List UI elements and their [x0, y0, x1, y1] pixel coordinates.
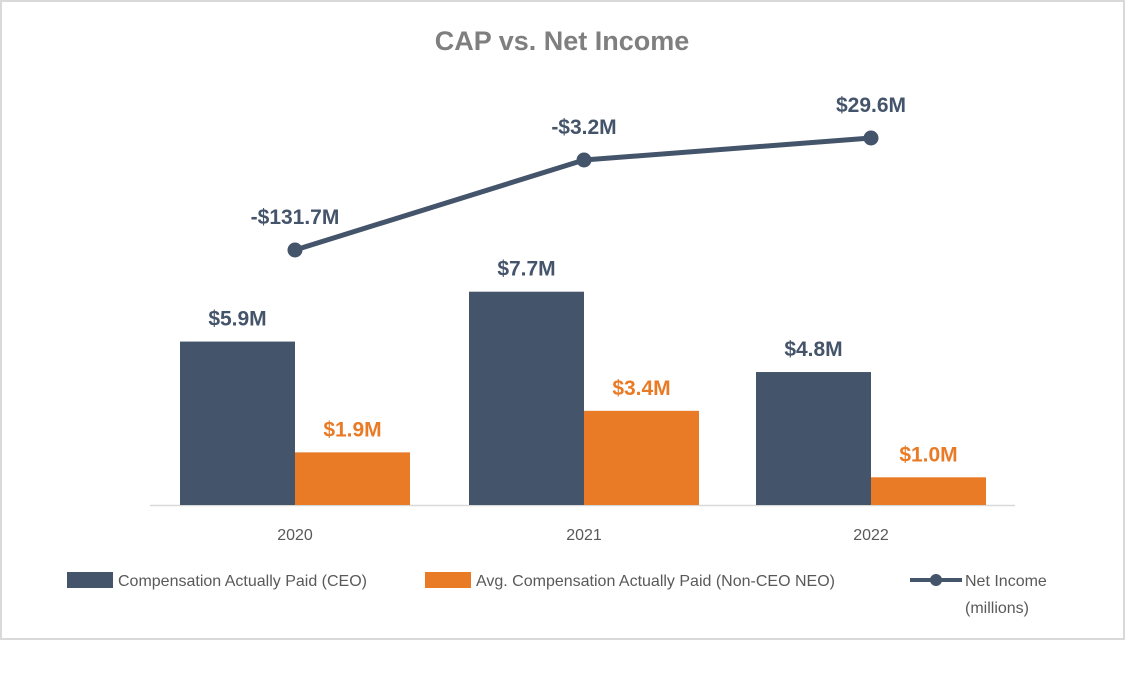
data-label-net-income-2022: $29.6M [836, 94, 906, 117]
chart-title: CAP vs. Net Income [435, 26, 690, 56]
legend-marker-net-income [930, 574, 942, 586]
bar-ceo-2021 [469, 291, 584, 505]
legend: Compensation Actually Paid (CEO) Avg. Co… [67, 572, 1047, 617]
net-income-point-2021 [576, 152, 592, 168]
data-label-net-income-2021: -$3.2M [551, 116, 616, 139]
net-income-point-2020 [287, 242, 303, 258]
data-label-neo-2021: $3.4M [612, 377, 670, 400]
bar-neo-2020 [295, 452, 410, 505]
legend-swatch-neo [425, 572, 471, 588]
bar-neo-2022 [871, 477, 986, 505]
bar-neo-2021 [584, 410, 699, 505]
x-tick-label-2020: 2020 [277, 527, 313, 544]
data-label-neo-2022: $1.0M [899, 443, 957, 466]
data-label-ceo-2022: $4.8M [784, 338, 842, 361]
legend-label-net-income-unit: (millions) [965, 600, 1029, 617]
data-label-net-income-2020: -$131.7M [251, 206, 340, 229]
data-label-ceo-2021: $7.7M [497, 258, 555, 281]
x-tick-label-2022: 2022 [853, 527, 889, 544]
data-label-ceo-2020: $5.9M [208, 308, 266, 331]
x-tick-label-2021: 2021 [566, 527, 602, 544]
bar-ceo-2020 [180, 341, 295, 505]
legend-label-net-income: Net Income [965, 573, 1047, 590]
net-income-point-2022 [863, 130, 879, 146]
legend-label-ceo: Compensation Actually Paid (CEO) [118, 573, 367, 590]
legend-swatch-ceo [67, 572, 113, 588]
data-label-neo-2020: $1.9M [323, 418, 381, 441]
legend-label-neo: Avg. Compensation Actually Paid (Non-CEO… [476, 573, 835, 590]
bar-ceo-2022 [756, 372, 871, 505]
